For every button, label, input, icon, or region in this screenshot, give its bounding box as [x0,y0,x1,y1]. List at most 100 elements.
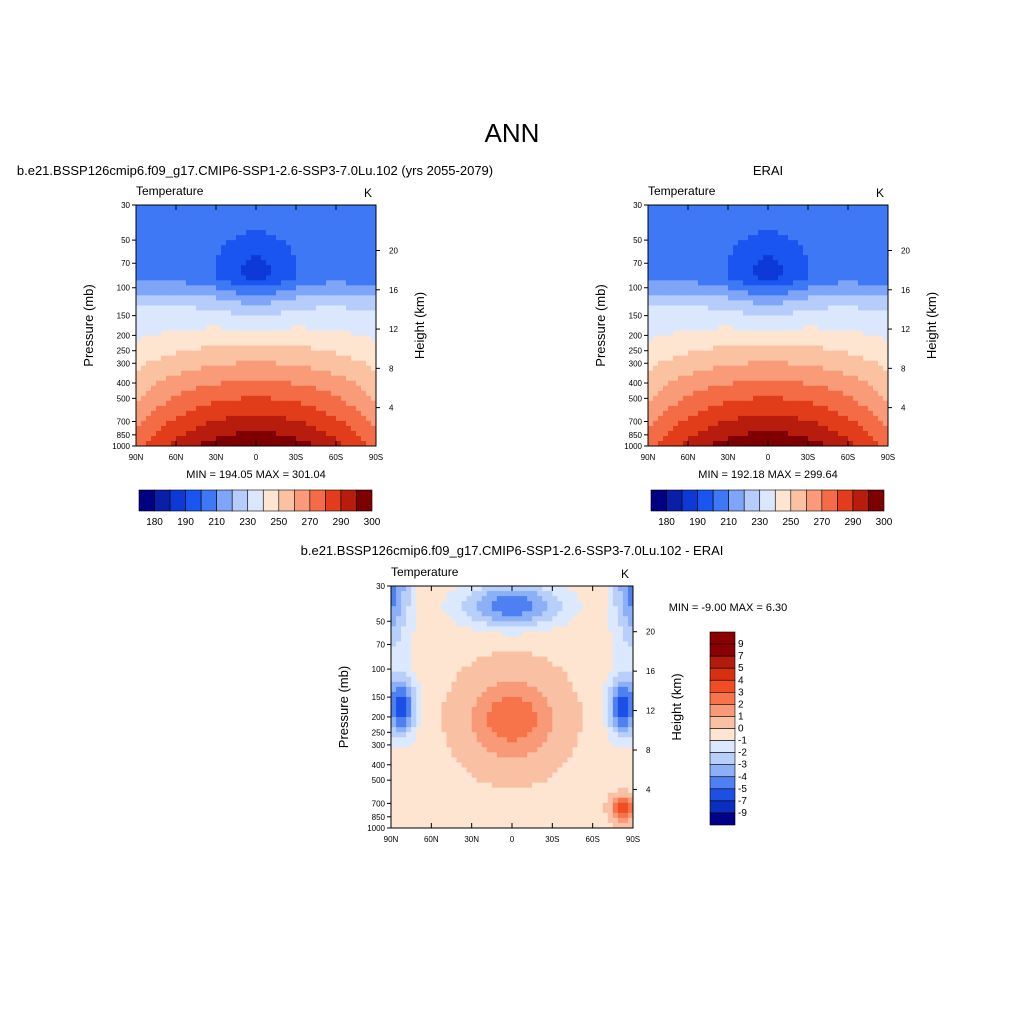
contour-cell [326,405,332,412]
contour-cell [658,260,664,266]
contour-cell [653,220,659,226]
contour-cell [873,425,879,432]
contour-cell [276,375,282,382]
contour-cell [693,280,699,286]
contour-cell [738,430,744,437]
contour-cell [226,245,232,251]
contour-cell [226,365,232,372]
contour-cell [748,275,754,281]
contour-cell [331,255,337,261]
contour-cell [361,240,367,246]
contour-cell [858,440,864,447]
contour-cell [883,260,889,266]
contour-cell [678,250,684,256]
contour-cell [171,305,177,311]
contour-cell [271,260,277,266]
contour-cell [326,335,332,341]
contour-cell [748,290,754,296]
contour-cell [708,410,714,417]
contour-cell [161,430,167,437]
contour-cell [718,365,724,372]
contour-cell [758,220,764,226]
contour-cell [868,270,874,276]
contour-cell [301,270,307,276]
contour-cell [176,270,182,276]
contour-cell [156,365,162,372]
contour-cell [251,400,257,407]
contour-cell [648,260,654,266]
contour-cell [738,360,744,367]
contour-cell [331,420,337,427]
contour-cell [678,415,684,422]
contour-cell [291,370,297,377]
contour-cell [833,225,839,231]
contour-cell [226,435,232,442]
contour-cell [236,295,242,301]
contour-cell [823,290,829,296]
contour-cell [663,395,669,402]
contour-cell [166,355,172,362]
contour-cell [226,250,232,256]
contour-cell [828,355,834,362]
contour-cell [743,205,749,211]
contour-cell [156,270,162,276]
contour-cell [321,430,327,437]
contour-cell [296,430,302,437]
contour-cell [758,230,764,236]
contour-cell [773,260,779,266]
contour-cell [833,210,839,216]
contour-cell [221,225,227,231]
contour-cell [763,435,769,442]
contour-cell [331,225,337,231]
y-tick-label: 250 [629,347,643,356]
contour-cell [522,596,528,602]
contour-cell [266,325,272,331]
contour-cell [301,330,307,336]
contour-cell [743,285,749,291]
contour-cell [306,225,312,231]
contour-cell [723,235,729,241]
contour-cell [476,596,483,602]
contour-cell [813,370,819,377]
contour-cell [753,285,759,291]
contour-cell [326,305,332,311]
contour-cell [311,245,317,251]
contour-cell [206,315,212,321]
contour-cell [708,440,714,447]
contour-cell [748,410,754,417]
contour-cell [371,235,377,241]
contour-cell [703,300,709,306]
contour-cell [863,395,869,402]
contour-cell [853,225,859,231]
contour-cell [663,245,669,251]
contour-cell [186,415,192,422]
contour-cell [653,340,659,346]
contour-cell [878,225,884,231]
contour-cell [281,235,287,241]
contour-cell [141,240,147,246]
contour-cell [683,410,689,417]
contour-cell [668,285,674,291]
contour-cell [763,385,769,392]
contour-cell [763,245,769,251]
contour-cell [296,350,302,357]
contour-cell [311,205,317,211]
contour-cell [261,225,267,231]
contour-cell [236,375,242,382]
contour-cell [351,260,357,266]
contour-cell [216,325,222,331]
contour-cell [311,370,317,377]
contour-cell [146,260,152,266]
contour-cell [356,335,362,341]
contour-cell [306,210,312,216]
contour-cell [271,265,277,271]
contour-cell [321,305,327,311]
contour-cell [788,335,794,341]
contour-cell [668,240,674,246]
contour-cell [231,265,237,271]
contour-cell [351,340,357,346]
contour-cell [221,290,227,296]
contour-cell [276,250,282,256]
contour-cell [231,225,237,231]
contour-cell [828,430,834,437]
